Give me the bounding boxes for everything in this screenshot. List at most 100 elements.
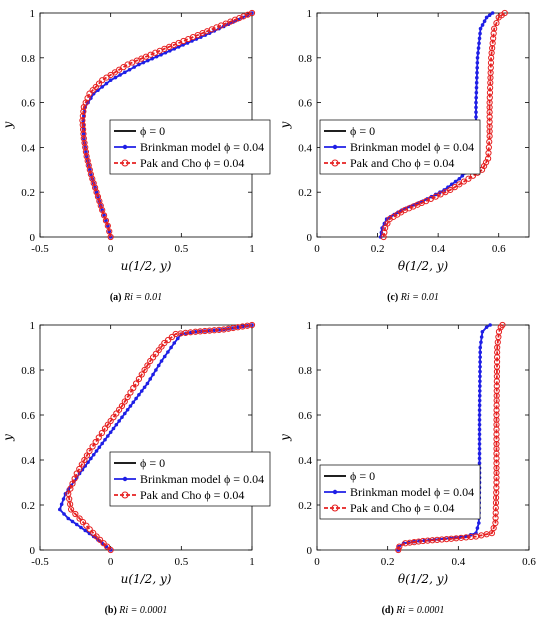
data-point [59, 502, 64, 507]
data-point [482, 19, 487, 24]
data-point [176, 45, 181, 49]
y-axis-label: y [278, 434, 292, 442]
x-tick-label: -0.5 [31, 556, 49, 568]
data-point [70, 519, 75, 524]
data-point [100, 85, 104, 89]
data-point [89, 456, 93, 461]
legend: ϕ = 0 Brinkman model ϕ = 0.04 Pak and Cho … [109, 451, 271, 507]
data-point [478, 355, 482, 359]
data-point [72, 510, 79, 518]
data-point [84, 157, 91, 164]
data-point [145, 381, 150, 386]
data-point [480, 23, 485, 27]
x-tick-label: 0 [108, 243, 114, 255]
data-point [474, 90, 479, 95]
data-point [478, 345, 483, 350]
data-point [477, 393, 482, 398]
legend-marker [121, 159, 129, 167]
data-point [87, 171, 94, 178]
data-point [74, 522, 79, 527]
x-tick-label: 0.6 [492, 243, 506, 255]
data-point [477, 41, 481, 46]
panel-caption: (b) Ri = 0.0001 [105, 605, 168, 616]
data-point [493, 19, 500, 27]
y-tick-label: 0.6 [21, 410, 35, 422]
chart-panel-c: 0 0.2 0.4 0.6 0 0.2 0.4 0.6 0.8 1 θ(1/2, y) y ϕ = 0 B… [278, 8, 530, 303]
chart-panel-b: -0.5 0 0.5 100.20.40.60.81u(1/2, y)yϕ = 0Br… [1, 320, 271, 616]
data-point [475, 70, 479, 75]
data-point [501, 9, 508, 17]
data-point [478, 31, 482, 36]
y-tick-label: 0 [307, 232, 313, 244]
data-point [476, 46, 481, 50]
y-tick-label: 0.4 [298, 455, 312, 467]
data-point [477, 437, 482, 441]
data-point [90, 529, 97, 537]
data-point [82, 144, 89, 151]
data-point [479, 335, 484, 339]
data-point [456, 181, 463, 188]
data-point [86, 447, 93, 455]
data-point [460, 178, 467, 185]
data-point [128, 404, 133, 408]
data-point [133, 380, 140, 387]
data-point [107, 233, 114, 241]
data-point [103, 437, 107, 442]
data-point [475, 56, 480, 60]
data-point [154, 368, 158, 372]
data-point [106, 434, 110, 438]
data-point [477, 389, 482, 393]
data-point [415, 538, 422, 545]
legend-marker [332, 489, 338, 495]
x-tick-label: 0.4 [431, 243, 445, 255]
data-point [159, 359, 164, 363]
legend-marker [122, 476, 128, 482]
data-point [484, 325, 489, 330]
legend-label: Pak and Cho ϕ = 0.04 [350, 501, 454, 515]
data-point [402, 540, 409, 547]
y-axis-label: y [1, 121, 15, 129]
data-point [447, 186, 454, 194]
data-point [484, 15, 489, 20]
data-point [499, 321, 506, 329]
data-point [478, 384, 482, 388]
legend-box [109, 119, 271, 175]
y-tick-label: 0 [30, 232, 36, 244]
y-tick-label: 1 [30, 320, 36, 332]
data-point [490, 11, 495, 15]
data-point [104, 543, 111, 550]
data-point [478, 360, 482, 364]
y-tick-label: 0.6 [298, 98, 312, 110]
x-tick-label: 0 [108, 556, 114, 568]
data-point [83, 452, 91, 459]
data-point [80, 135, 87, 142]
data-point [69, 480, 76, 487]
series-line [58, 324, 253, 551]
data-point [477, 398, 482, 403]
data-point [475, 526, 480, 530]
data-point [475, 75, 479, 80]
legend-label: Pak and Cho ϕ = 0.04 [140, 488, 244, 502]
data-point [474, 115, 478, 119]
data-point [113, 75, 118, 80]
y-tick-label: 0.8 [298, 53, 312, 65]
data-point [144, 362, 151, 369]
panel-caption: (d) Ri = 0.0001 [382, 605, 445, 616]
data-point [81, 139, 88, 147]
data-point [83, 528, 88, 533]
data-point [62, 512, 66, 516]
data-point [83, 522, 90, 529]
data-point [137, 392, 141, 397]
data-point [248, 321, 256, 329]
data-point [93, 533, 100, 540]
data-point [479, 340, 483, 345]
data-point [100, 540, 107, 547]
plot-frame [316, 324, 530, 551]
data-point [477, 442, 482, 446]
data-point [81, 132, 86, 136]
series-2 [79, 9, 256, 241]
data-point [465, 175, 472, 182]
y-tick-label: 0.8 [21, 53, 35, 65]
x-tick-label: 0.4 [451, 556, 465, 568]
data-point [477, 456, 482, 461]
